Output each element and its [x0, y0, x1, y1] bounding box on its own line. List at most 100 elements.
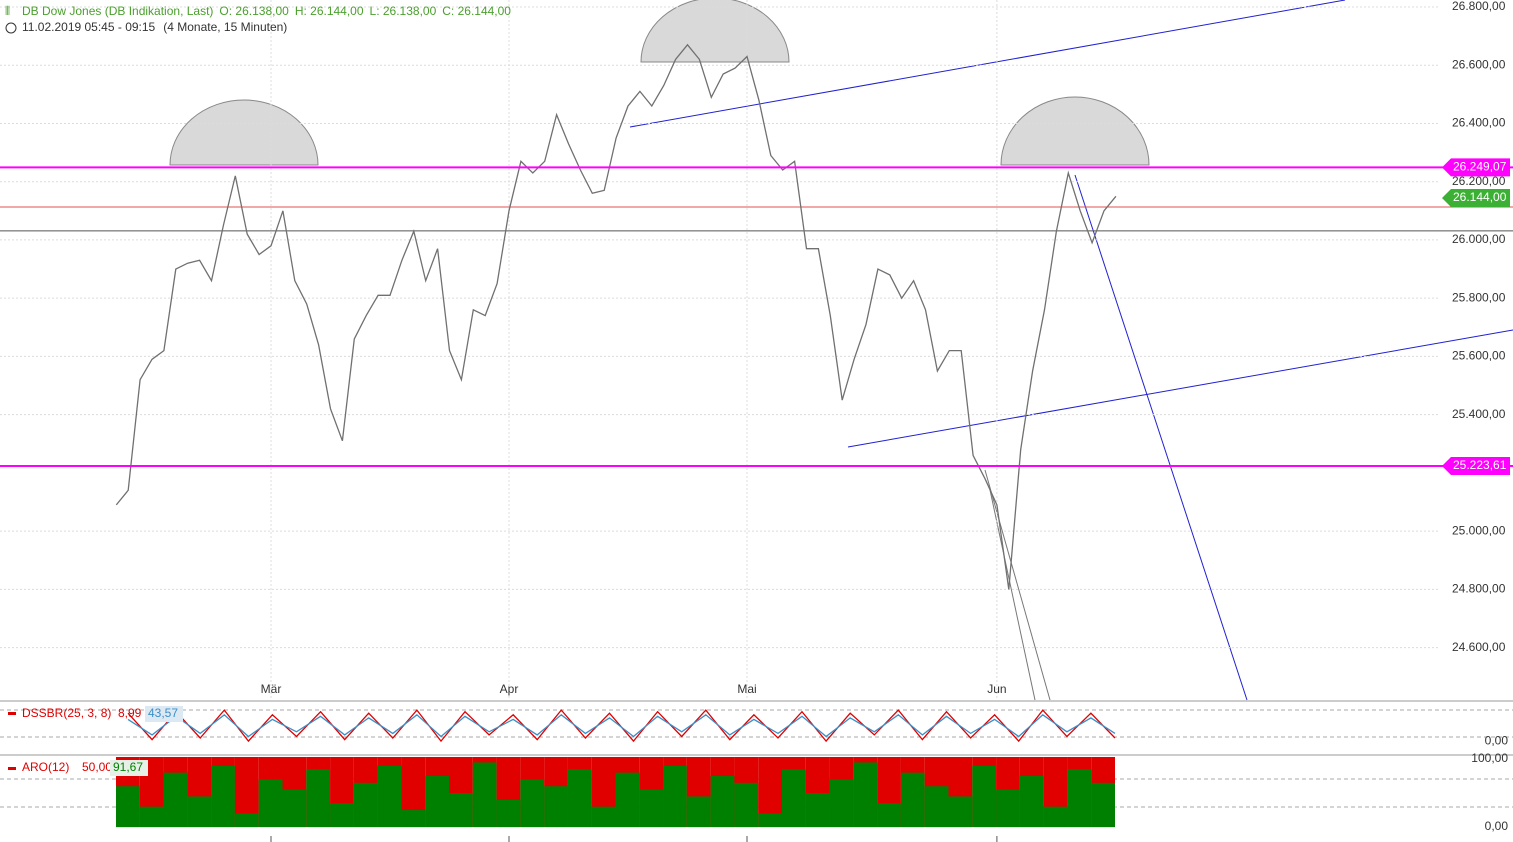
bar	[258, 779, 283, 828]
price-tag	[1442, 189, 1510, 208]
x-tick-label: Mär	[261, 682, 282, 696]
bar	[710, 776, 735, 828]
bar	[972, 765, 997, 828]
bar	[425, 776, 449, 828]
y-tick-label: 25.800,00	[1452, 290, 1506, 304]
bar	[234, 813, 259, 828]
bar	[805, 793, 830, 828]
price-tag-label: 26.144,00	[1453, 190, 1507, 204]
value-box	[110, 760, 148, 776]
indicator-value: 50,00	[82, 760, 112, 774]
bar	[734, 782, 759, 828]
y-tick-label: 26.600,00	[1452, 57, 1506, 71]
header-line: DB Dow Jones (DB Indikation, Last) O: 26.…	[22, 4, 511, 18]
indicator-legends: DSSBR(25, 3, 8) 8,99 43,57 ARO(12) 50,00…	[8, 706, 183, 776]
y-tick-label: 0,00	[1485, 733, 1509, 747]
y-tick-label: 24.800,00	[1452, 582, 1506, 596]
bar-background	[758, 757, 782, 828]
y-tick-label: 24.600,00	[1452, 640, 1506, 654]
bar	[639, 789, 664, 828]
open: O: 26.138,00	[219, 4, 289, 18]
bar	[877, 803, 901, 828]
bar	[615, 772, 640, 828]
indicator-value: 43,57	[148, 706, 178, 720]
period: 11.02.2019 05:45 - 09:15	[22, 20, 156, 34]
y-tick-label: 25.600,00	[1452, 349, 1506, 363]
indicator-title: DSSBR(25, 3, 8)	[22, 706, 111, 720]
bar-background	[234, 757, 259, 828]
period-line: 11.02.2019 05:45 - 09:15 (4 Monate, 15 Mi…	[22, 20, 287, 34]
bar	[163, 772, 188, 828]
bar	[353, 782, 378, 828]
clock-icon	[5, 22, 17, 34]
bar	[948, 796, 973, 828]
dome	[1000, 96, 1150, 166]
dome	[640, 0, 790, 63]
bar	[544, 786, 568, 828]
bar-background	[401, 757, 426, 828]
y-tick-label: 100,00	[1471, 751, 1508, 765]
close: C: 26.144,00	[442, 4, 511, 18]
bar	[924, 786, 949, 828]
trendline	[1074, 174, 1248, 701]
bar	[758, 813, 782, 828]
price-tag	[1442, 457, 1510, 476]
dome	[169, 99, 319, 166]
price-tag	[1442, 158, 1510, 177]
bar	[377, 765, 402, 828]
bar	[1091, 782, 1115, 828]
trendline	[629, 0, 1346, 128]
y-tick-label: 25.400,00	[1452, 407, 1506, 421]
y-tick-label: 26.400,00	[1452, 116, 1506, 130]
price-tag-label: 25.223,61	[1453, 458, 1507, 472]
bar	[591, 806, 616, 828]
header: ⫴ DB Dow Jones (DB Indikation, Last) O: 2…	[5, 4, 511, 34]
drawings	[0, 0, 1513, 808]
bar	[330, 803, 354, 828]
bar	[116, 786, 140, 828]
bar	[1043, 806, 1068, 828]
chart-title: DB Dow Jones (DB Indikation, Last)	[22, 4, 213, 18]
y-tick-label: 26.000,00	[1452, 232, 1506, 246]
indicator-value: 8,99	[118, 706, 142, 720]
overlay: 26.249,07 25.223,61 26.144,00	[1442, 158, 1510, 476]
bar	[1067, 769, 1092, 828]
bar	[782, 769, 806, 828]
low: L: 26.138,00	[370, 4, 437, 18]
price-tag-label: 26.249,07	[1453, 160, 1507, 174]
x-tick-label: Mai	[737, 682, 756, 696]
x-tick-label: Apr	[500, 682, 519, 696]
bar	[829, 779, 854, 828]
bar	[996, 789, 1020, 828]
bar	[663, 765, 687, 828]
trendline	[984, 469, 1051, 701]
legend-marker	[8, 712, 16, 715]
bar	[449, 793, 473, 828]
bar	[853, 762, 878, 828]
indicator-title: ARO(12)	[22, 760, 69, 774]
y-tick-label: 0,00	[1485, 819, 1509, 833]
bar	[187, 796, 212, 828]
bar	[401, 810, 426, 828]
bar	[1019, 776, 1044, 828]
bar	[282, 789, 307, 828]
bar	[900, 772, 925, 828]
range: (4 Monate, 15 Minuten)	[163, 20, 287, 34]
indicator-value: 91,67	[113, 760, 143, 774]
price-line	[115, 43, 1117, 590]
trendline	[847, 329, 1513, 448]
y-tick-label: 26.200,00	[1452, 174, 1506, 188]
icon: ⫴	[5, 4, 10, 18]
x-tick-label: Jun	[987, 682, 1006, 696]
bar	[686, 796, 711, 828]
bar	[139, 806, 164, 828]
bar	[496, 799, 521, 828]
legend-marker	[8, 767, 16, 770]
y-tick-label: 25.000,00	[1452, 523, 1506, 537]
bar	[520, 779, 545, 828]
high: H: 26.144,00	[295, 4, 364, 18]
trendline	[989, 489, 1036, 701]
bar	[306, 769, 331, 828]
